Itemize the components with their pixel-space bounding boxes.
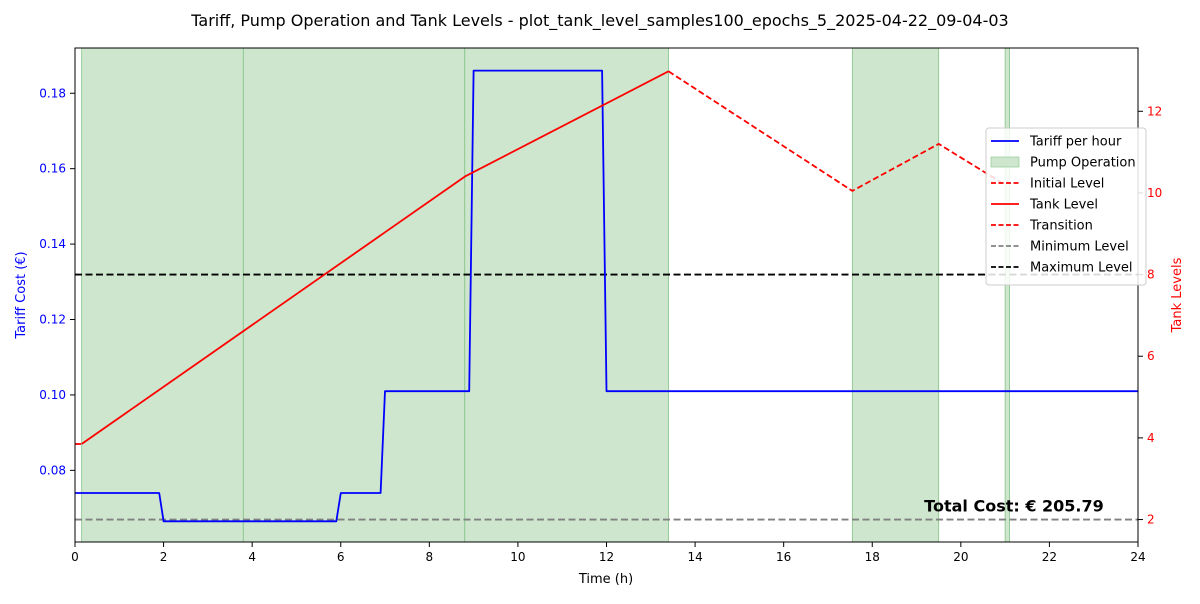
y-right-tick-label: 2 xyxy=(1147,513,1155,527)
legend-swatch xyxy=(991,157,1019,167)
x-tick-label: 12 xyxy=(599,550,614,564)
pump-operation-span xyxy=(852,48,938,542)
x-tick-label: 16 xyxy=(776,550,791,564)
x-tick-label: 10 xyxy=(510,550,525,564)
pump-operation-span xyxy=(1005,48,1009,542)
pump-operation-span xyxy=(243,48,464,542)
legend-label: Pump Operation xyxy=(1030,156,1136,171)
y-axis-left-label: Tariff Cost (€) xyxy=(14,251,29,339)
pump-operation-span xyxy=(82,48,244,542)
y-left-tick-label: 0.16 xyxy=(39,162,66,176)
legend: Tariff per hour Pump Operation Initial Lev… xyxy=(986,128,1146,285)
transition-series xyxy=(669,71,1006,191)
y-left-tick-label: 0.10 xyxy=(39,388,66,402)
annotation-layer: Total Cost: € 205.79 xyxy=(924,496,1104,515)
y-right-tick-label: 8 xyxy=(1147,268,1155,282)
legend-label: Tariff per hour xyxy=(1029,135,1122,150)
y-right-tick-label: 4 xyxy=(1147,431,1155,445)
legend-label: Minimum Level xyxy=(1030,240,1129,255)
y-right-tick-label: 6 xyxy=(1147,349,1155,363)
y-left-tick-label: 0.08 xyxy=(39,463,66,477)
pump-operation-spans xyxy=(82,48,1010,542)
x-tick-label: 2 xyxy=(160,550,168,564)
y-left-tick-label: 0.12 xyxy=(39,313,66,327)
chart-title: Tariff, Pump Operation and Tank Levels -… xyxy=(190,11,1008,31)
x-tick-label: 22 xyxy=(1042,550,1057,564)
x-tick-label: 24 xyxy=(1130,550,1145,564)
x-tick-label: 20 xyxy=(953,550,968,564)
y-right-tick-label: 12 xyxy=(1147,104,1162,118)
x-tick-label: 4 xyxy=(248,550,256,564)
y-right-tick-label: 10 xyxy=(1147,186,1162,200)
legend-label: Tank Level xyxy=(1029,198,1098,213)
x-tick-label: 14 xyxy=(687,550,702,564)
x-tick-label: 8 xyxy=(426,550,434,564)
y-left-tick-label: 0.18 xyxy=(39,86,66,100)
total-cost-annotation: Total Cost: € 205.79 xyxy=(924,496,1104,515)
legend-label: Initial Level xyxy=(1030,177,1104,192)
x-tick-label: 0 xyxy=(71,550,79,564)
y-left-tick-label: 0.14 xyxy=(39,237,66,251)
x-axis-label: Time (h) xyxy=(578,572,633,587)
pump-operation-span xyxy=(465,48,669,542)
legend-label: Maximum Level xyxy=(1030,261,1133,276)
x-tick-label: 6 xyxy=(337,550,345,564)
y-axis-right-label: Tank Levels xyxy=(1170,257,1185,333)
x-tick-label: 18 xyxy=(865,550,880,564)
legend-label: Transition xyxy=(1029,219,1093,234)
